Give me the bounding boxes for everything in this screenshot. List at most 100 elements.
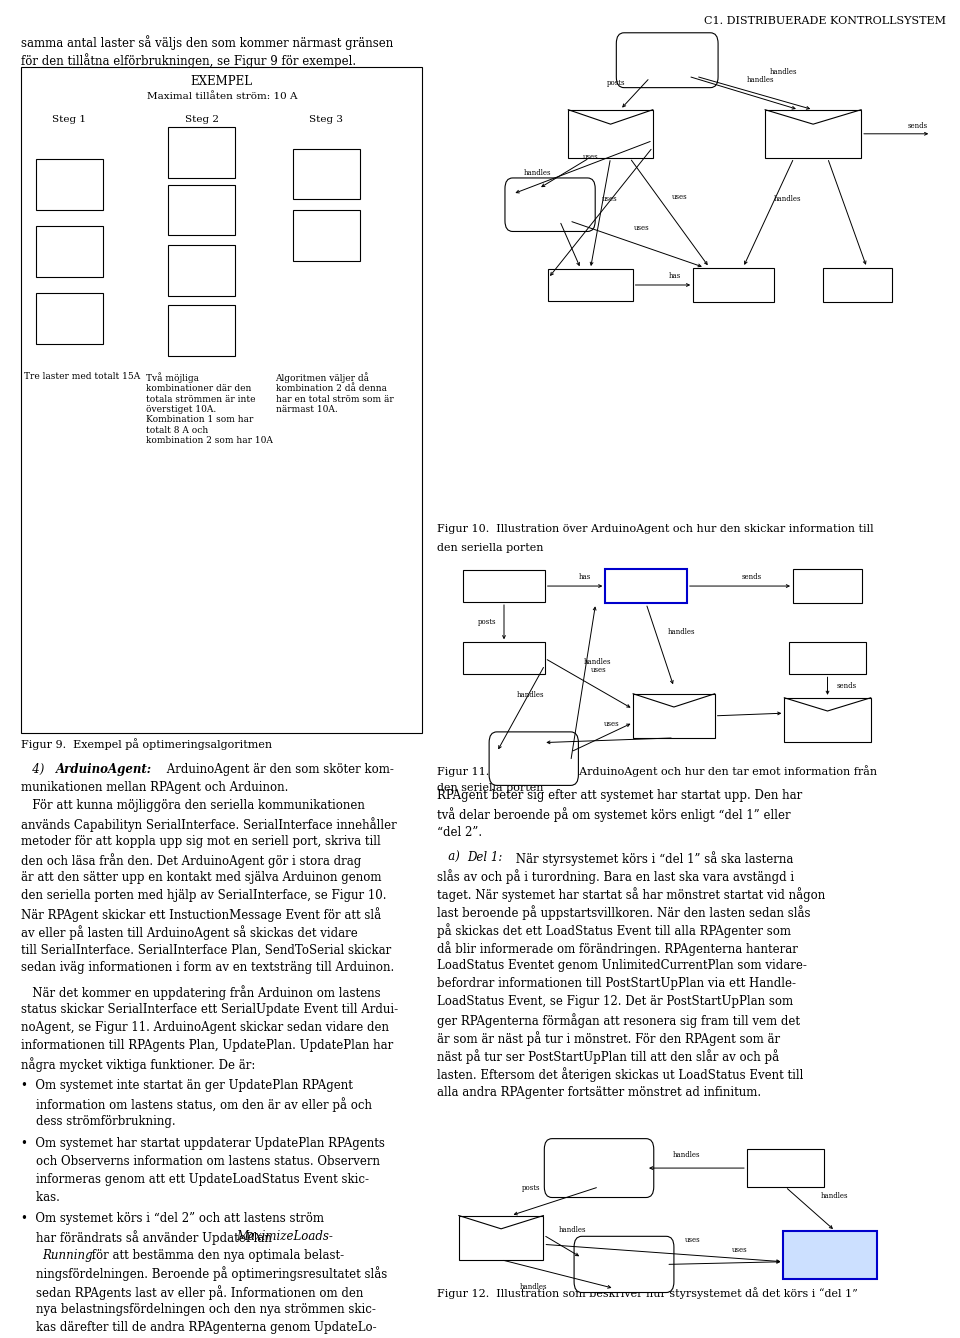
Text: den seriella porten: den seriella porten <box>437 783 543 793</box>
FancyBboxPatch shape <box>36 159 103 210</box>
Text: Del 1:: Del 1: <box>468 851 503 864</box>
Text: ArduinoAgent: ArduinoAgent <box>705 281 762 289</box>
Text: uses: uses <box>604 720 619 728</box>
Text: RPAgent beter sig efter att systemet har startat upp. Den har: RPAgent beter sig efter att systemet har… <box>437 789 802 803</box>
FancyBboxPatch shape <box>606 569 687 603</box>
Text: Last 3: Last 3 <box>53 300 85 308</box>
Text: 5 A: 5 A <box>60 195 78 203</box>
Text: Figur 9.  Exempel på optimeringsalgoritmen: Figur 9. Exempel på optimeringsalgoritme… <box>21 739 273 751</box>
Text: När RPAgent skickar ett InstuctionMessage Event för att slå: När RPAgent skickar ett InstuctionMessag… <box>21 907 381 922</box>
Text: metoder för att koppla upp sig mot en seriell port, skriva till: metoder för att koppla upp sig mot en se… <box>21 835 381 848</box>
Text: sends: sends <box>907 122 927 130</box>
Text: Figur 11.  Illustration av ArduinoAgent och hur den tar emot information från: Figur 11. Illustration av ArduinoAgent o… <box>437 765 876 777</box>
Text: alla andra RPAgenter fortsätter mönstret ad infinitum.: alla andra RPAgenter fortsätter mönstret… <box>437 1085 761 1098</box>
FancyBboxPatch shape <box>783 1231 877 1279</box>
Text: näst på tur ser PostStartUpPlan till att den slår av och på: näst på tur ser PostStartUpPlan till att… <box>437 1049 779 1065</box>
Text: dess strömförbrukning.: dess strömförbrukning. <box>21 1115 176 1128</box>
Text: 3 A: 3 A <box>60 329 78 337</box>
FancyBboxPatch shape <box>168 185 235 235</box>
Text: Last 3: Last 3 <box>185 312 218 320</box>
FancyBboxPatch shape <box>544 1139 654 1198</box>
Text: UnlimitedCurrentPlan: UnlimitedCurrentPlan <box>557 1164 641 1172</box>
Text: PostStartUpCapability: PostStartUpCapability <box>787 1251 874 1259</box>
FancyBboxPatch shape <box>36 293 103 344</box>
Text: för den tillåtna elförbrukningen, se Figur 9 för exempel.: för den tillåtna elförbrukningen, se Fig… <box>21 52 356 68</box>
Text: sends: sends <box>741 573 761 581</box>
Text: För att kunna möjliggöra den seriella kommunikationen: För att kunna möjliggöra den seriella ko… <box>21 799 365 812</box>
Text: handles: handles <box>774 195 802 203</box>
Text: två delar beroende på om systemet körs enligt “del 1” eller: två delar beroende på om systemet körs e… <box>437 808 790 823</box>
Text: information om lastens status, om den är av eller på och: information om lastens status, om den är… <box>21 1097 372 1112</box>
FancyBboxPatch shape <box>490 732 578 785</box>
Text: ger RPAgenterna förmågan att resonera sig fram till vem det: ger RPAgenterna förmågan att resonera si… <box>437 1013 800 1029</box>
Text: 7 A: 7 A <box>193 281 210 289</box>
Text: till SerialInterface. SerialInterface Plan, SendToSerial skickar: till SerialInterface. SerialInterface Pl… <box>21 943 392 957</box>
Text: 7 A: 7 A <box>60 262 78 270</box>
Text: Algoritmen väljer då
kombination 2 då denna
har en total ström som är
närmast 10: Algoritmen väljer då kombination 2 då de… <box>276 372 394 413</box>
Text: MaximizeLoads-: MaximizeLoads- <box>236 1231 333 1243</box>
Text: handles: handles <box>673 1151 701 1159</box>
Text: •  Om systemet körs i “del 2” och att lastens ström: • Om systemet körs i “del 2” och att las… <box>21 1212 324 1226</box>
Text: handles: handles <box>770 68 797 75</box>
Text: posts: posts <box>607 79 625 87</box>
Text: samma antal laster så väljs den som kommer närmast gränsen: samma antal laster så väljs den som komm… <box>21 35 394 50</box>
Text: När det kommer en uppdatering från Arduinon om lastens: När det kommer en uppdatering från Ardui… <box>21 985 381 999</box>
Text: ArduinoAgent:: ArduinoAgent: <box>56 763 152 776</box>
Text: posts: posts <box>477 618 496 626</box>
Text: Last 1: Last 1 <box>184 134 219 142</box>
Text: informationen till RPAgents Plan, UpdatePlan. UpdatePlan har: informationen till RPAgents Plan, Update… <box>21 1040 394 1052</box>
Text: SerialUpdate: SerialUpdate <box>479 654 529 662</box>
Text: handles: handles <box>516 692 544 698</box>
Text: •  Om systemet inte startat än ger UpdatePlan RPAgent: • Om systemet inte startat än ger Update… <box>21 1078 353 1092</box>
Text: informeras genom att ett UpdateLoadStatus Event skic-: informeras genom att ett UpdateLoadStatu… <box>21 1172 369 1185</box>
FancyBboxPatch shape <box>505 178 595 231</box>
Text: sedan RPAgents last av eller på. Informationen om den: sedan RPAgents last av eller på. Informa… <box>21 1284 364 1299</box>
Text: den och läsa från den. Det ArduinoAgent gör i stora drag: den och läsa från den. Det ArduinoAgent … <box>21 854 361 868</box>
Text: a): a) <box>437 851 464 864</box>
Text: HandleLoadStatus: HandleLoadStatus <box>466 1236 537 1244</box>
Text: posts: posts <box>521 1184 540 1192</box>
Text: 3 A: 3 A <box>193 341 210 349</box>
Text: befordrar informationen till PostStartUpPlan via ett Handle-: befordrar informationen till PostStartUp… <box>437 977 796 990</box>
Text: handles: handles <box>667 628 695 636</box>
FancyBboxPatch shape <box>693 268 774 302</box>
FancyBboxPatch shape <box>634 693 714 739</box>
Text: munikationen mellan RPAgent och Arduinon.: munikationen mellan RPAgent och Arduinon… <box>21 781 289 793</box>
FancyBboxPatch shape <box>464 570 544 602</box>
FancyBboxPatch shape <box>464 642 544 674</box>
Text: nya belastningsfördelningen och den nya strömmen skic-: nya belastningsfördelningen och den nya … <box>21 1303 376 1315</box>
Text: uses: uses <box>634 225 650 231</box>
Text: 3 A: 3 A <box>193 221 210 229</box>
Text: Last 2: Last 2 <box>310 155 343 163</box>
Text: för att bestämma den nya optimala belast-: för att bestämma den nya optimala belast… <box>88 1248 345 1262</box>
Text: Last 2: Last 2 <box>53 233 85 241</box>
FancyBboxPatch shape <box>168 245 235 296</box>
Text: C1. DISTRIBUERADE KONTROLLSYSTEM: C1. DISTRIBUERADE KONTROLLSYSTEM <box>704 16 946 25</box>
Text: Figur 10.  Illustration över ArduinoAgent och hur den skickar information till: Figur 10. Illustration över ArduinoAgent… <box>437 524 874 534</box>
Text: används Capabilityn SerialInterface. SerialInterface innehåller: används Capabilityn SerialInterface. Ser… <box>21 816 396 832</box>
FancyBboxPatch shape <box>784 698 871 741</box>
Text: LoadStatus Event, se Figur 12. Det är PostStartUpPlan som: LoadStatus Event, se Figur 12. Det är Po… <box>437 995 793 1009</box>
Text: uses: uses <box>732 1246 747 1254</box>
Text: på skickas det ett LoadStatus Event till alla RPAgenter som: på skickas det ett LoadStatus Event till… <box>437 923 791 938</box>
Text: slås av och på i turordning. Bara en last ska vara avstängd i: slås av och på i turordning. Bara en las… <box>437 868 794 884</box>
Text: UpdateMessage: UpdateMessage <box>643 714 705 723</box>
Text: och Observerns information om lastens status. Observern: och Observerns information om lastens st… <box>21 1155 380 1168</box>
Text: Running: Running <box>42 1248 93 1262</box>
Text: Last 3: Last 3 <box>310 217 343 225</box>
Text: has: has <box>668 272 681 280</box>
Text: Två möjliga
kombinationer där den
totala strömmen är inte
överstiget 10A.
Kombin: Två möjliga kombinationer där den totala… <box>146 372 273 446</box>
FancyBboxPatch shape <box>789 642 866 674</box>
Text: EXEMPEL: EXEMPEL <box>191 75 252 88</box>
Text: 4): 4) <box>21 763 48 776</box>
Text: några mycket viktiga funktioner. De är:: några mycket viktiga funktioner. De är: <box>21 1057 255 1072</box>
Text: har förändrats så använder UpdatePlan: har förändrats så använder UpdatePlan <box>21 1231 276 1246</box>
FancyBboxPatch shape <box>574 1236 674 1293</box>
Text: taget. När systemet har startat så har mönstret startat vid någon: taget. När systemet har startat så har m… <box>437 887 825 902</box>
Text: Figur 12.  Illustration som beskriver hur styrsystemet då det körs i “del 1”: Figur 12. Illustration som beskriver hur… <box>437 1287 857 1299</box>
Text: handles: handles <box>747 76 775 83</box>
Text: LoadStatus: LoadStatus <box>763 1164 807 1172</box>
Text: InstructionMessage: InstructionMessage <box>775 132 852 140</box>
Text: handles: handles <box>821 1192 848 1199</box>
Text: 3 A: 3 A <box>318 246 335 254</box>
